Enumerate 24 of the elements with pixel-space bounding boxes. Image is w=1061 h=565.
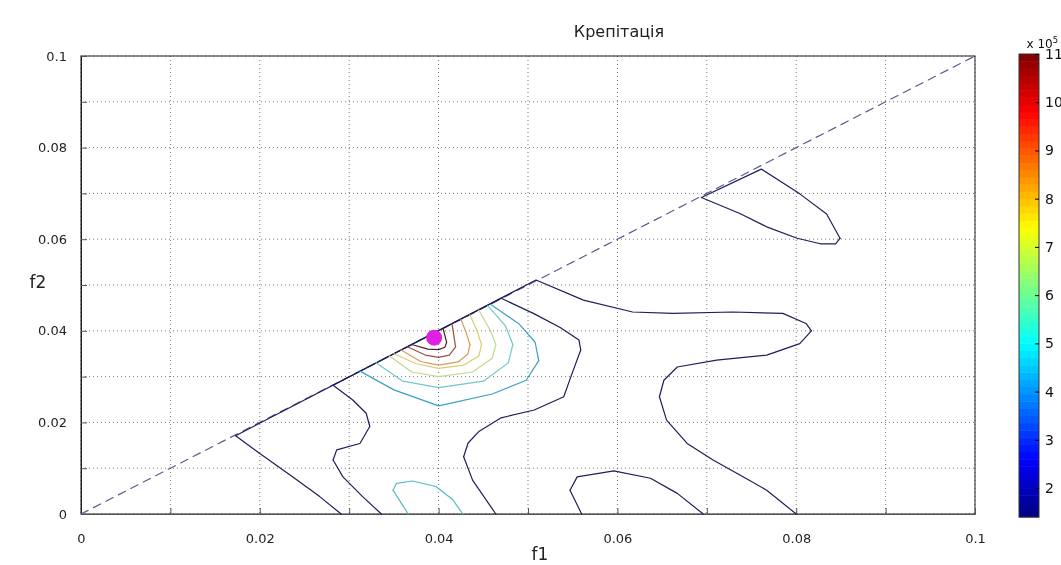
color-bar-label: 4 bbox=[1045, 383, 1054, 400]
chart-title: Крепітація bbox=[573, 22, 665, 41]
x-tick-label: 0.04 bbox=[424, 531, 454, 547]
x-tick-label: 0.1 bbox=[965, 531, 986, 547]
y-tick-label: 0.06 bbox=[38, 231, 67, 247]
x-tick-label: 0 bbox=[77, 531, 86, 547]
y-tick-label: 0.02 bbox=[38, 415, 67, 431]
color-bar-label: 7 bbox=[1045, 238, 1054, 255]
y-tick-label: 0 bbox=[58, 506, 67, 522]
y-tick-label: 0.04 bbox=[38, 323, 67, 339]
x-tick-label: 0.06 bbox=[603, 531, 633, 547]
x-tick-label: 0.08 bbox=[782, 531, 812, 547]
color-bar-label: 9 bbox=[1045, 142, 1054, 159]
color-bar-label: 2 bbox=[1045, 480, 1054, 497]
x-tick-label: 0.02 bbox=[245, 531, 275, 547]
y-tick-label: 0.08 bbox=[38, 140, 67, 156]
x-axis-title: f1 bbox=[531, 544, 549, 564]
color-bar-label: 8 bbox=[1045, 190, 1054, 207]
y-axis-title: f2 bbox=[29, 272, 47, 292]
color-bar-label: 3 bbox=[1045, 431, 1054, 448]
color-bar-label: 6 bbox=[1045, 287, 1054, 304]
color-bar-label: 5 bbox=[1045, 335, 1054, 352]
color-bar-label: 10 bbox=[1045, 94, 1061, 111]
y-tick-label: 0.1 bbox=[46, 48, 67, 64]
